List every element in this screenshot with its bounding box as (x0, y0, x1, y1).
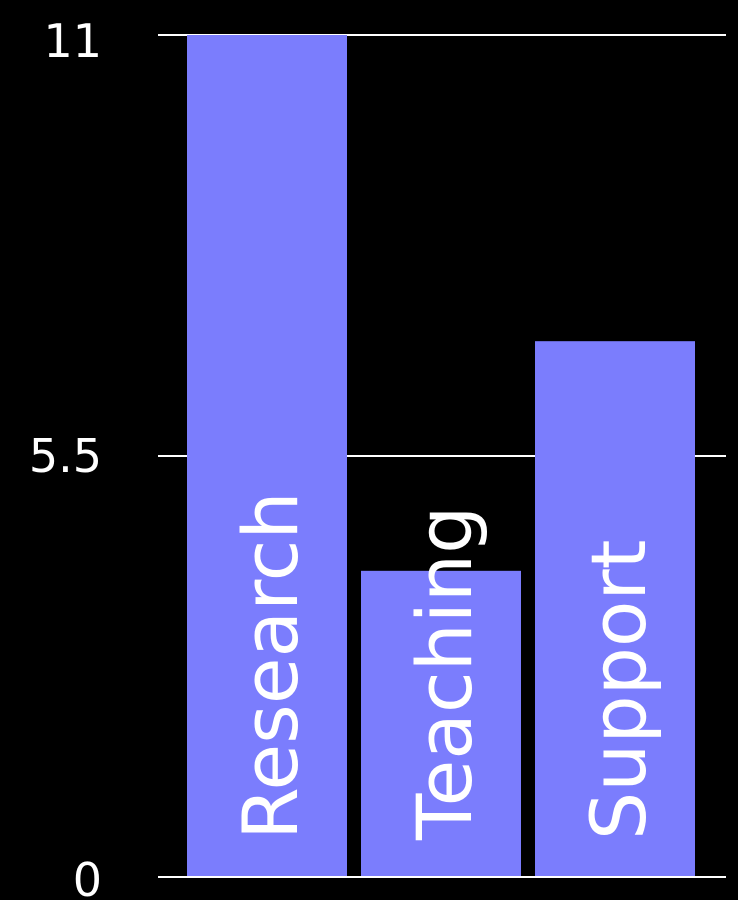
category-label-support: Support (574, 540, 663, 840)
y-tick-label: 5.5 (29, 429, 102, 483)
y-axis-ticks: 0 5.5 11 (29, 14, 102, 900)
category-label-teaching: Teaching (400, 506, 489, 841)
y-tick-label: 0 (73, 853, 102, 900)
bar-support (535, 341, 695, 877)
bar-labels: Research Teaching Support (226, 491, 663, 841)
bars (187, 35, 695, 877)
bar-teaching (361, 570, 521, 877)
bar-research (187, 35, 347, 877)
category-label-research: Research (226, 491, 315, 840)
y-tick-label: 11 (43, 14, 102, 68)
